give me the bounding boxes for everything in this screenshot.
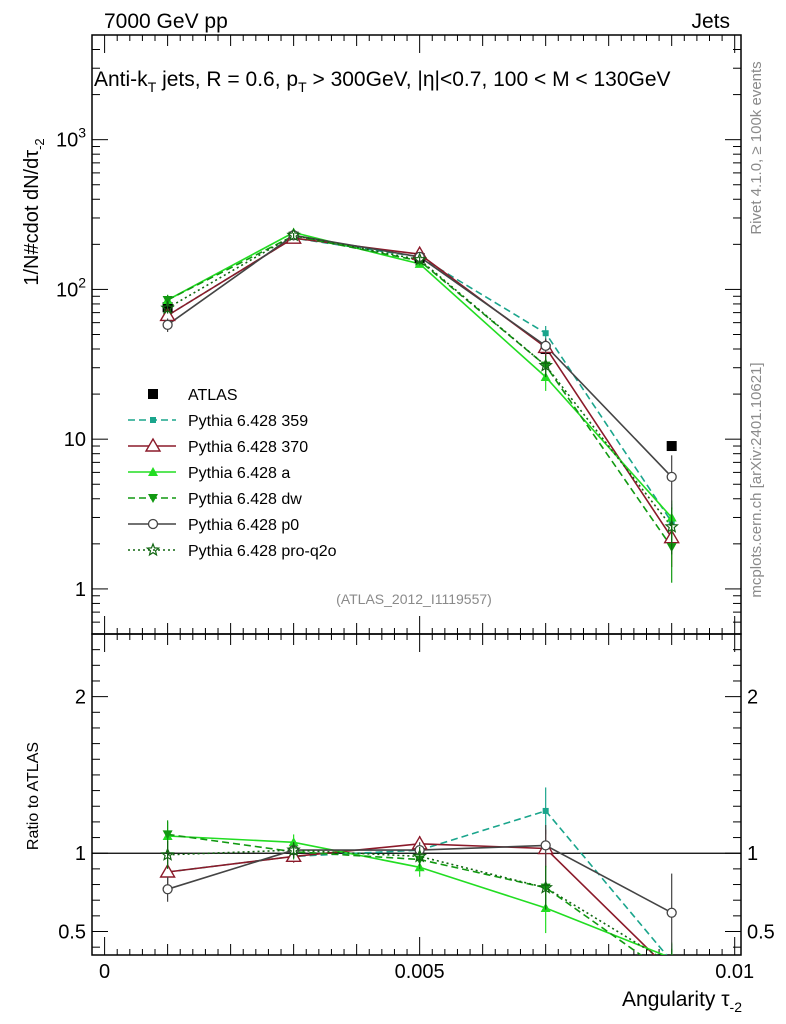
x-axis-label: Angularity τ-2 — [622, 988, 742, 1015]
y-tick-label-ratio: 2 — [75, 687, 86, 709]
ratio-point-pq2o — [286, 842, 301, 857]
ratio-point-p359 — [542, 807, 549, 814]
point-pq2o — [664, 519, 679, 533]
legend: ATLAS Pythia 6.428 359 Pythia 6.428 370 Pyt… — [128, 387, 337, 560]
legend-marker-pa — [148, 467, 158, 476]
legend-marker-pq2o — [145, 542, 161, 557]
ratio-point-pa — [288, 837, 299, 847]
point-pq2o — [286, 227, 301, 242]
y-tick-label-ratio: 0.5 — [58, 922, 86, 944]
legend-label-atlas: ATLAS — [188, 387, 238, 404]
ratio-point-pdw — [162, 830, 173, 840]
ratio-point-p359 — [669, 958, 675, 964]
y-axis-label-main: 1/N#cdot dN/dτ-2 — [21, 138, 47, 285]
ratio-point-pdw — [667, 973, 677, 982]
ratio-point-pp0 — [162, 884, 173, 895]
legend-marker-atlas — [148, 389, 158, 399]
legend-marker-p359 — [150, 417, 156, 423]
header-left: 7000 GeV pp — [104, 10, 228, 33]
y-tick-label-main: 102 — [56, 274, 86, 301]
mcplots-label: mcplots.cern.ch [arXiv:2401.10621] — [748, 362, 765, 597]
legend-label-pdw: Pythia 6.428 dw — [188, 491, 302, 508]
point-pq2o — [160, 300, 175, 315]
y-tick-label-main: 10 — [64, 429, 86, 451]
ratio-point-pp0 — [666, 907, 677, 918]
point-p359 — [542, 330, 549, 337]
legend-label-p359: Pythia 6.428 359 — [188, 413, 308, 430]
x-tick-label: 0.005 — [395, 961, 445, 983]
legend-label-pq2o: Pythia 6.428 pro-q2o — [188, 543, 337, 560]
ratio-point-p370 — [665, 965, 679, 977]
y-axis-label-ratio: Ratio to ATLAS — [25, 742, 42, 850]
legend-label-p370: Pythia 6.428 370 — [188, 439, 308, 456]
point-pp0 — [162, 319, 173, 330]
y-tick-label-ratio-right: 1 — [747, 843, 758, 865]
ratio-line-pq2o — [167, 849, 658, 955]
point-atlas — [666, 441, 677, 452]
ratio-point-pq2o — [666, 958, 677, 969]
x-tick-label: 0.01 — [715, 961, 754, 983]
axis-ticks — [92, 34, 741, 955]
y-tick-label-main: 103 — [56, 125, 86, 152]
legend-marker-pp0 — [147, 518, 159, 530]
point-pq2o — [538, 357, 553, 372]
legend-label-pp0: Pythia 6.428 p0 — [188, 517, 299, 534]
main-series-markers — [159, 227, 680, 583]
analysis-watermark: (ATLAS_2012_I1119557) — [336, 591, 492, 607]
y-tick-label-ratio-right: 0.5 — [747, 922, 775, 944]
ratio-series-markers — [159, 787, 679, 982]
y-tick-label-ratio-right: 2 — [747, 687, 758, 709]
y-tick-label-ratio: 1 — [75, 843, 86, 865]
ratio-panel-frame — [91, 633, 742, 956]
x-tick-label: 0 — [99, 961, 110, 983]
rivet-label: Rivet 4.1.0, ≥ 100k events — [748, 61, 765, 234]
y-tick-label-main: 1 — [75, 579, 86, 601]
legend-marker-pdw — [148, 494, 158, 503]
ratio-point-pq2o — [412, 848, 427, 863]
point-pp0 — [666, 471, 677, 483]
series-line-pq2o — [167, 234, 673, 528]
ratio-point-pp0 — [540, 840, 551, 851]
plot-title: Anti-kT jets, R = 0.6, pT > 300GeV, |η|<… — [94, 68, 671, 95]
point-pq2o — [412, 252, 427, 266]
legend-label-pa: Pythia 6.428 a — [188, 465, 290, 482]
ratio-point-pq2o — [160, 847, 175, 861]
legend-marker-p370 — [144, 437, 162, 452]
point-pp0 — [540, 340, 551, 351]
axis-tick-labels: 1 10 102 103 0.5 0.5 1 1 2 2 0 0.005 0.01 — [56, 125, 775, 983]
ratio-point-pq2o — [538, 880, 553, 894]
header-right: Jets — [691, 10, 730, 33]
